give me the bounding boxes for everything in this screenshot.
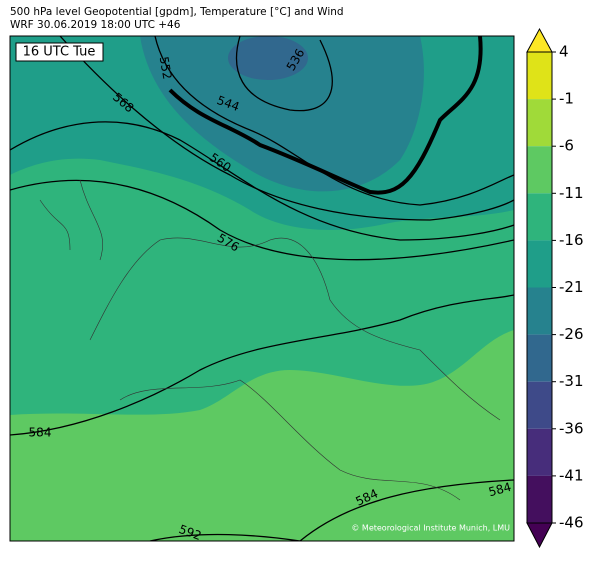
colorbar-band	[527, 287, 552, 335]
contour-label: 552	[157, 55, 175, 80]
colorbar-tick-label: 4	[559, 43, 569, 61]
coastlines	[39, 179, 501, 501]
contour	[168, 36, 483, 195]
contour	[10, 121, 514, 241]
contour	[154, 36, 514, 206]
time-label: 16 UTC Tue	[23, 45, 96, 60]
colorbar-band	[527, 334, 552, 382]
credit: © Meteorological Institute Munich, LMU	[351, 524, 510, 533]
header-subtitle: WRF 30.06.2019 18:00 UTC +46	[10, 19, 181, 31]
colorbar-tick-label: -31	[559, 372, 584, 390]
temp-area	[228, 36, 308, 80]
coastline	[39, 179, 104, 261]
colorbar-tick-label: -21	[559, 278, 584, 296]
contour	[10, 294, 514, 436]
colorbar-band	[527, 428, 552, 476]
colorbar-under	[526, 522, 553, 549]
contour-label: 584	[487, 480, 513, 499]
colorbar-band	[527, 240, 552, 288]
colorbar-band	[527, 52, 552, 100]
colorbar-over	[526, 27, 553, 53]
header-title: 500 hPa level Geopotential [gpdm], Tempe…	[10, 6, 344, 18]
colorbar-tick-label: -41	[559, 466, 584, 484]
colorbar-tick-label: -36	[559, 419, 584, 437]
colorbar: 4 -1 -6 -11 -16 -21 -26 -31 -36 -41 -46	[526, 27, 584, 549]
contour-label: 584	[29, 426, 52, 440]
colorbar-band	[527, 99, 552, 147]
map	[10, 36, 514, 541]
colorbar-band	[527, 381, 552, 429]
colorbar-band	[527, 193, 552, 241]
temp-area	[140, 36, 424, 192]
colorbar-tick-label: -11	[559, 184, 584, 202]
colorbar-tick-label: -1	[559, 90, 574, 108]
coastline	[89, 237, 501, 421]
colorbar-tick-label: -6	[559, 137, 574, 155]
time-box	[15, 42, 104, 62]
map-frame	[9, 35, 515, 542]
contour	[59, 36, 514, 221]
contour	[235, 36, 333, 112]
colorbar-band	[527, 475, 552, 523]
colorbar-tick-label: -46	[559, 514, 584, 532]
colorbar-band	[527, 146, 552, 194]
colorbar-tick-label: -16	[559, 231, 584, 249]
coastline	[119, 379, 461, 501]
colorbar-tick-label: -26	[559, 325, 584, 343]
contour	[299, 479, 514, 541]
contour	[149, 533, 301, 541]
contours	[10, 36, 514, 541]
